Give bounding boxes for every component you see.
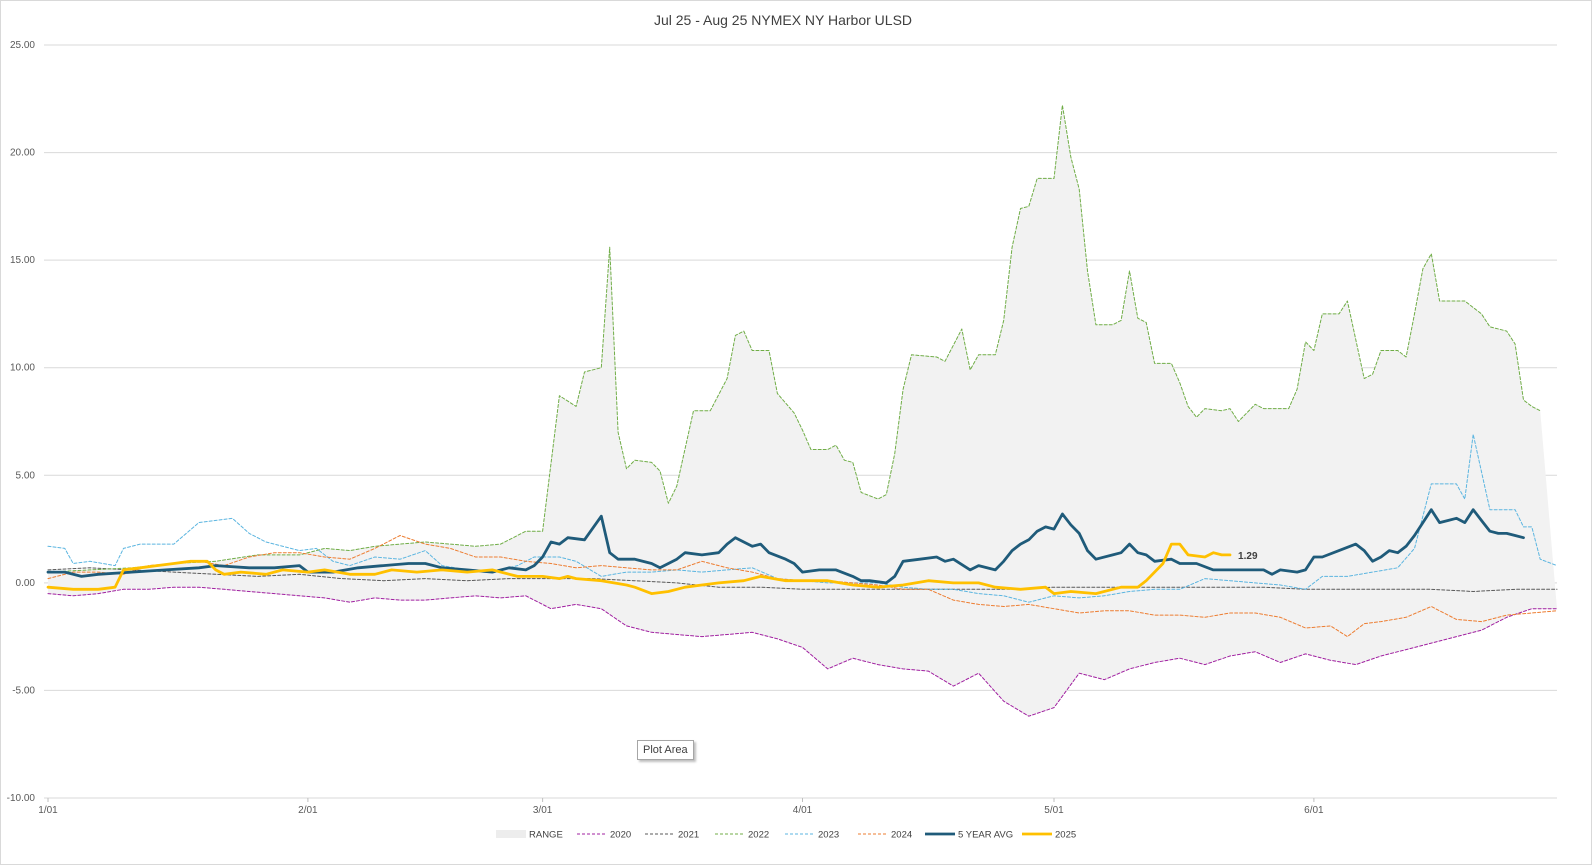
series-line-2022[interactable] xyxy=(47,104,1541,573)
legend-label: 5 YEAR AVG xyxy=(958,830,1013,841)
series-line-5-year-avg[interactable] xyxy=(46,508,1525,585)
legend-label: 2023 xyxy=(818,830,839,841)
y-tick-label: 20.00 xyxy=(10,148,35,159)
legend-label: 2024 xyxy=(891,830,912,841)
data-label: 1.29 xyxy=(1238,551,1258,562)
x-tick-label: 2/01 xyxy=(298,805,318,816)
y-tick-label: -10.00 xyxy=(7,793,36,804)
x-tick-label: 6/01 xyxy=(1304,805,1324,816)
annotations: 1.29 xyxy=(1238,551,1258,562)
legend-label: 2025 xyxy=(1055,830,1076,841)
y-axis: 25.00 20.00 15.00 10.00 5.00 0.00 -5.00 -10.00 xyxy=(7,40,36,804)
y-tick-label: -5.00 xyxy=(12,685,35,696)
legend-label: 2020 xyxy=(610,830,631,841)
legend-item-2020[interactable]: 2020 xyxy=(577,830,631,841)
chart-title: Jul 25 - Aug 25 NYMEX NY Harbor ULSD xyxy=(654,12,912,28)
x-axis: 1/01 2/01 3/01 4/01 5/01 6/01 xyxy=(38,798,1324,816)
x-tick-label: 4/01 xyxy=(793,805,813,816)
legend[interactable]: RANGE 2020 2021 2022 2023 2024 5 YEAR AVG 2025 xyxy=(496,830,1076,841)
legend-item-5-year-avg[interactable]: 5 YEAR AVG xyxy=(925,830,1013,841)
legend-item-2023[interactable]: 2023 xyxy=(785,830,839,841)
series-line-2020[interactable] xyxy=(47,586,1558,717)
legend-item-2025[interactable]: 2025 xyxy=(1022,830,1076,841)
series-line-2025[interactable] xyxy=(46,542,1232,595)
range-area xyxy=(48,105,1557,717)
y-tick-label: 15.00 xyxy=(10,255,35,266)
x-tick-label: 3/01 xyxy=(533,805,553,816)
x-tick-label: 1/01 xyxy=(38,805,58,816)
legend-label: 2022 xyxy=(748,830,769,841)
legend-item-2024[interactable]: 2024 xyxy=(858,830,912,841)
y-tick-label: 0.00 xyxy=(16,578,36,589)
plot-area-tooltip: Plot Area xyxy=(637,740,694,760)
y-tick-label: 10.00 xyxy=(10,363,35,374)
range-area-fill xyxy=(48,105,1557,717)
series-lines xyxy=(46,104,1558,717)
legend-swatch xyxy=(496,830,526,838)
legend-label: RANGE xyxy=(529,830,563,841)
y-tick-label: 25.00 xyxy=(10,40,35,51)
x-tick-label: 5/01 xyxy=(1044,805,1064,816)
series-line-2021[interactable] xyxy=(47,567,1558,592)
legend-label: 2021 xyxy=(678,830,699,841)
y-tick-label: 5.00 xyxy=(16,470,36,481)
legend-item-2021[interactable]: 2021 xyxy=(645,830,699,841)
legend-item-2022[interactable]: 2022 xyxy=(715,830,769,841)
legend-item-range[interactable]: RANGE xyxy=(496,830,563,841)
